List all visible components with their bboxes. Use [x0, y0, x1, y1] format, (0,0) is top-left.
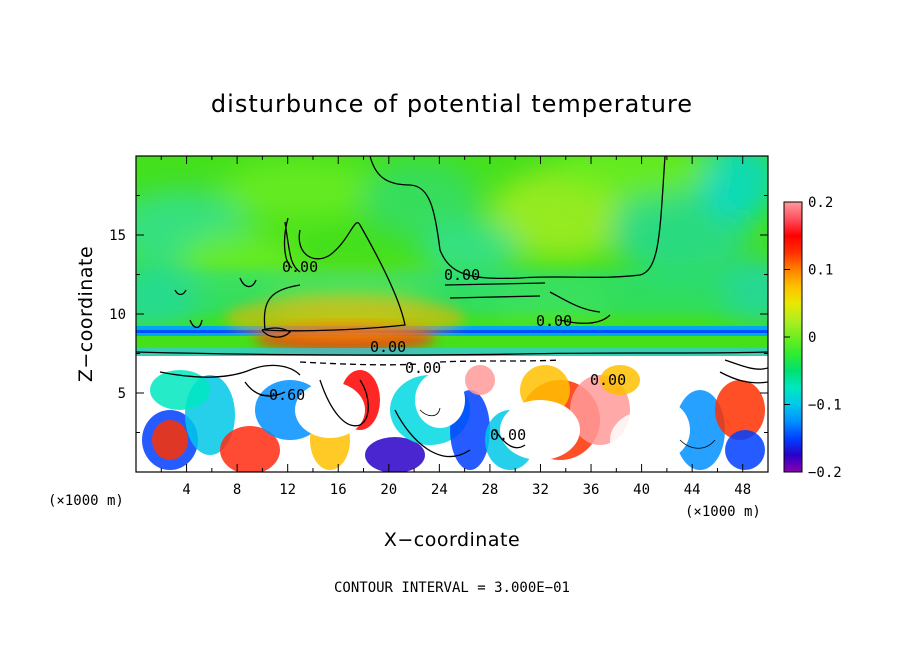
x-axis-ticks: 4 8 12 16 20 24 28 32 36 40 44 48 [160, 156, 751, 498]
contour-line-thin [419, 407, 716, 449]
upper-field-blob [700, 156, 768, 220]
contour-label: 0.00 [490, 426, 526, 444]
contour-label-group: 0.00 0.00 0.00 0.00 0.00 −0.60 0.00 0.00 [260, 258, 626, 444]
contour-line [719, 359, 768, 384]
colorbar-ticks: 0.2 0.1 0 −0.1 −0.2 [784, 195, 842, 481]
x-tick-label: 24 [431, 482, 448, 498]
eddy-blob [220, 426, 280, 472]
negative-contour-line [299, 359, 561, 366]
upper-field-blob [550, 156, 710, 200]
eddy-blob [725, 430, 765, 470]
x-unit-left: (×1000 m) [48, 493, 124, 509]
x-axis-label: X−coordinate [384, 529, 520, 551]
colorbar-tick-label: 0.2 [808, 195, 833, 211]
x-tick-label: 44 [684, 482, 701, 498]
upper-field-blob [220, 160, 380, 220]
contour-label: 0.00 [590, 371, 626, 389]
lower-field-eddies [142, 365, 765, 472]
contour-line [283, 217, 301, 273]
contour-line [444, 282, 611, 324]
eddy-blob [365, 437, 425, 472]
tropopause-band-dark [136, 330, 768, 333]
contour-label: 0.00 [370, 338, 406, 356]
contour-line [494, 429, 526, 449]
eddy-void [415, 372, 465, 428]
x-tick-label: 28 [481, 482, 498, 498]
x-tick-label: 4 [182, 482, 190, 498]
contour-label: −0.60 [260, 386, 305, 404]
x-tick-label: 32 [532, 482, 549, 498]
contour-line [261, 327, 292, 338]
contour-label: 0.00 [444, 266, 480, 284]
plot-area [136, 156, 768, 472]
contour-line [394, 409, 471, 457]
warm-anomaly-halo [225, 296, 465, 340]
contour-line [244, 381, 286, 397]
contour-line [136, 351, 768, 356]
colorbar-tick-label: 0.1 [808, 263, 833, 279]
colorbar-tick-label: 0 [808, 330, 816, 346]
x-tick-label: 12 [279, 482, 296, 498]
contour-lines [136, 156, 768, 457]
eddy-blob [152, 420, 188, 460]
contour-label: 0.00 [282, 258, 318, 276]
y-axis-label: Z−coordinate [75, 246, 97, 382]
x-tick-label: 20 [380, 482, 397, 498]
x-tick-label: 40 [633, 482, 650, 498]
y-tick-label: 15 [109, 228, 126, 244]
x-tick-label: 48 [734, 482, 751, 498]
contour-line [369, 156, 666, 280]
y-axis-ticks: 5 10 15 [109, 195, 768, 433]
tropopause-band-green [136, 336, 768, 348]
contour-label: 0.00 [536, 312, 572, 330]
eddy-void [295, 382, 365, 438]
eddy-blob [150, 370, 210, 410]
contour-line [263, 222, 406, 332]
contour-line [319, 379, 369, 427]
contour-label: 0.00 [405, 359, 441, 377]
colorbar-tick-label: −0.2 [808, 465, 842, 481]
y-tick-label: 5 [118, 386, 126, 402]
colorbar-tick-label: −0.1 [808, 398, 842, 414]
upper-field-blob [360, 160, 480, 240]
eddy-void [500, 400, 580, 460]
x-tick-label: 36 [583, 482, 600, 498]
inversion-band [136, 348, 768, 358]
eddy-blob [675, 390, 725, 470]
eddy-blob [465, 365, 495, 395]
contour-line [159, 364, 301, 378]
contour-line [174, 277, 257, 329]
x-tick-label: 16 [330, 482, 347, 498]
eddy-void [630, 400, 690, 460]
y-tick-label: 10 [109, 307, 126, 323]
x-unit-right: (×1000 m) [685, 504, 761, 520]
chart-title: disturbunce of potential temperature [211, 90, 693, 118]
x-tick-label: 8 [233, 482, 241, 498]
eddy-blob [715, 380, 765, 440]
contour-interval-footnote: CONTOUR INTERVAL = 3.000E−01 [334, 580, 570, 596]
eddy-blob [600, 365, 640, 395]
upper-field-blob [420, 220, 520, 280]
